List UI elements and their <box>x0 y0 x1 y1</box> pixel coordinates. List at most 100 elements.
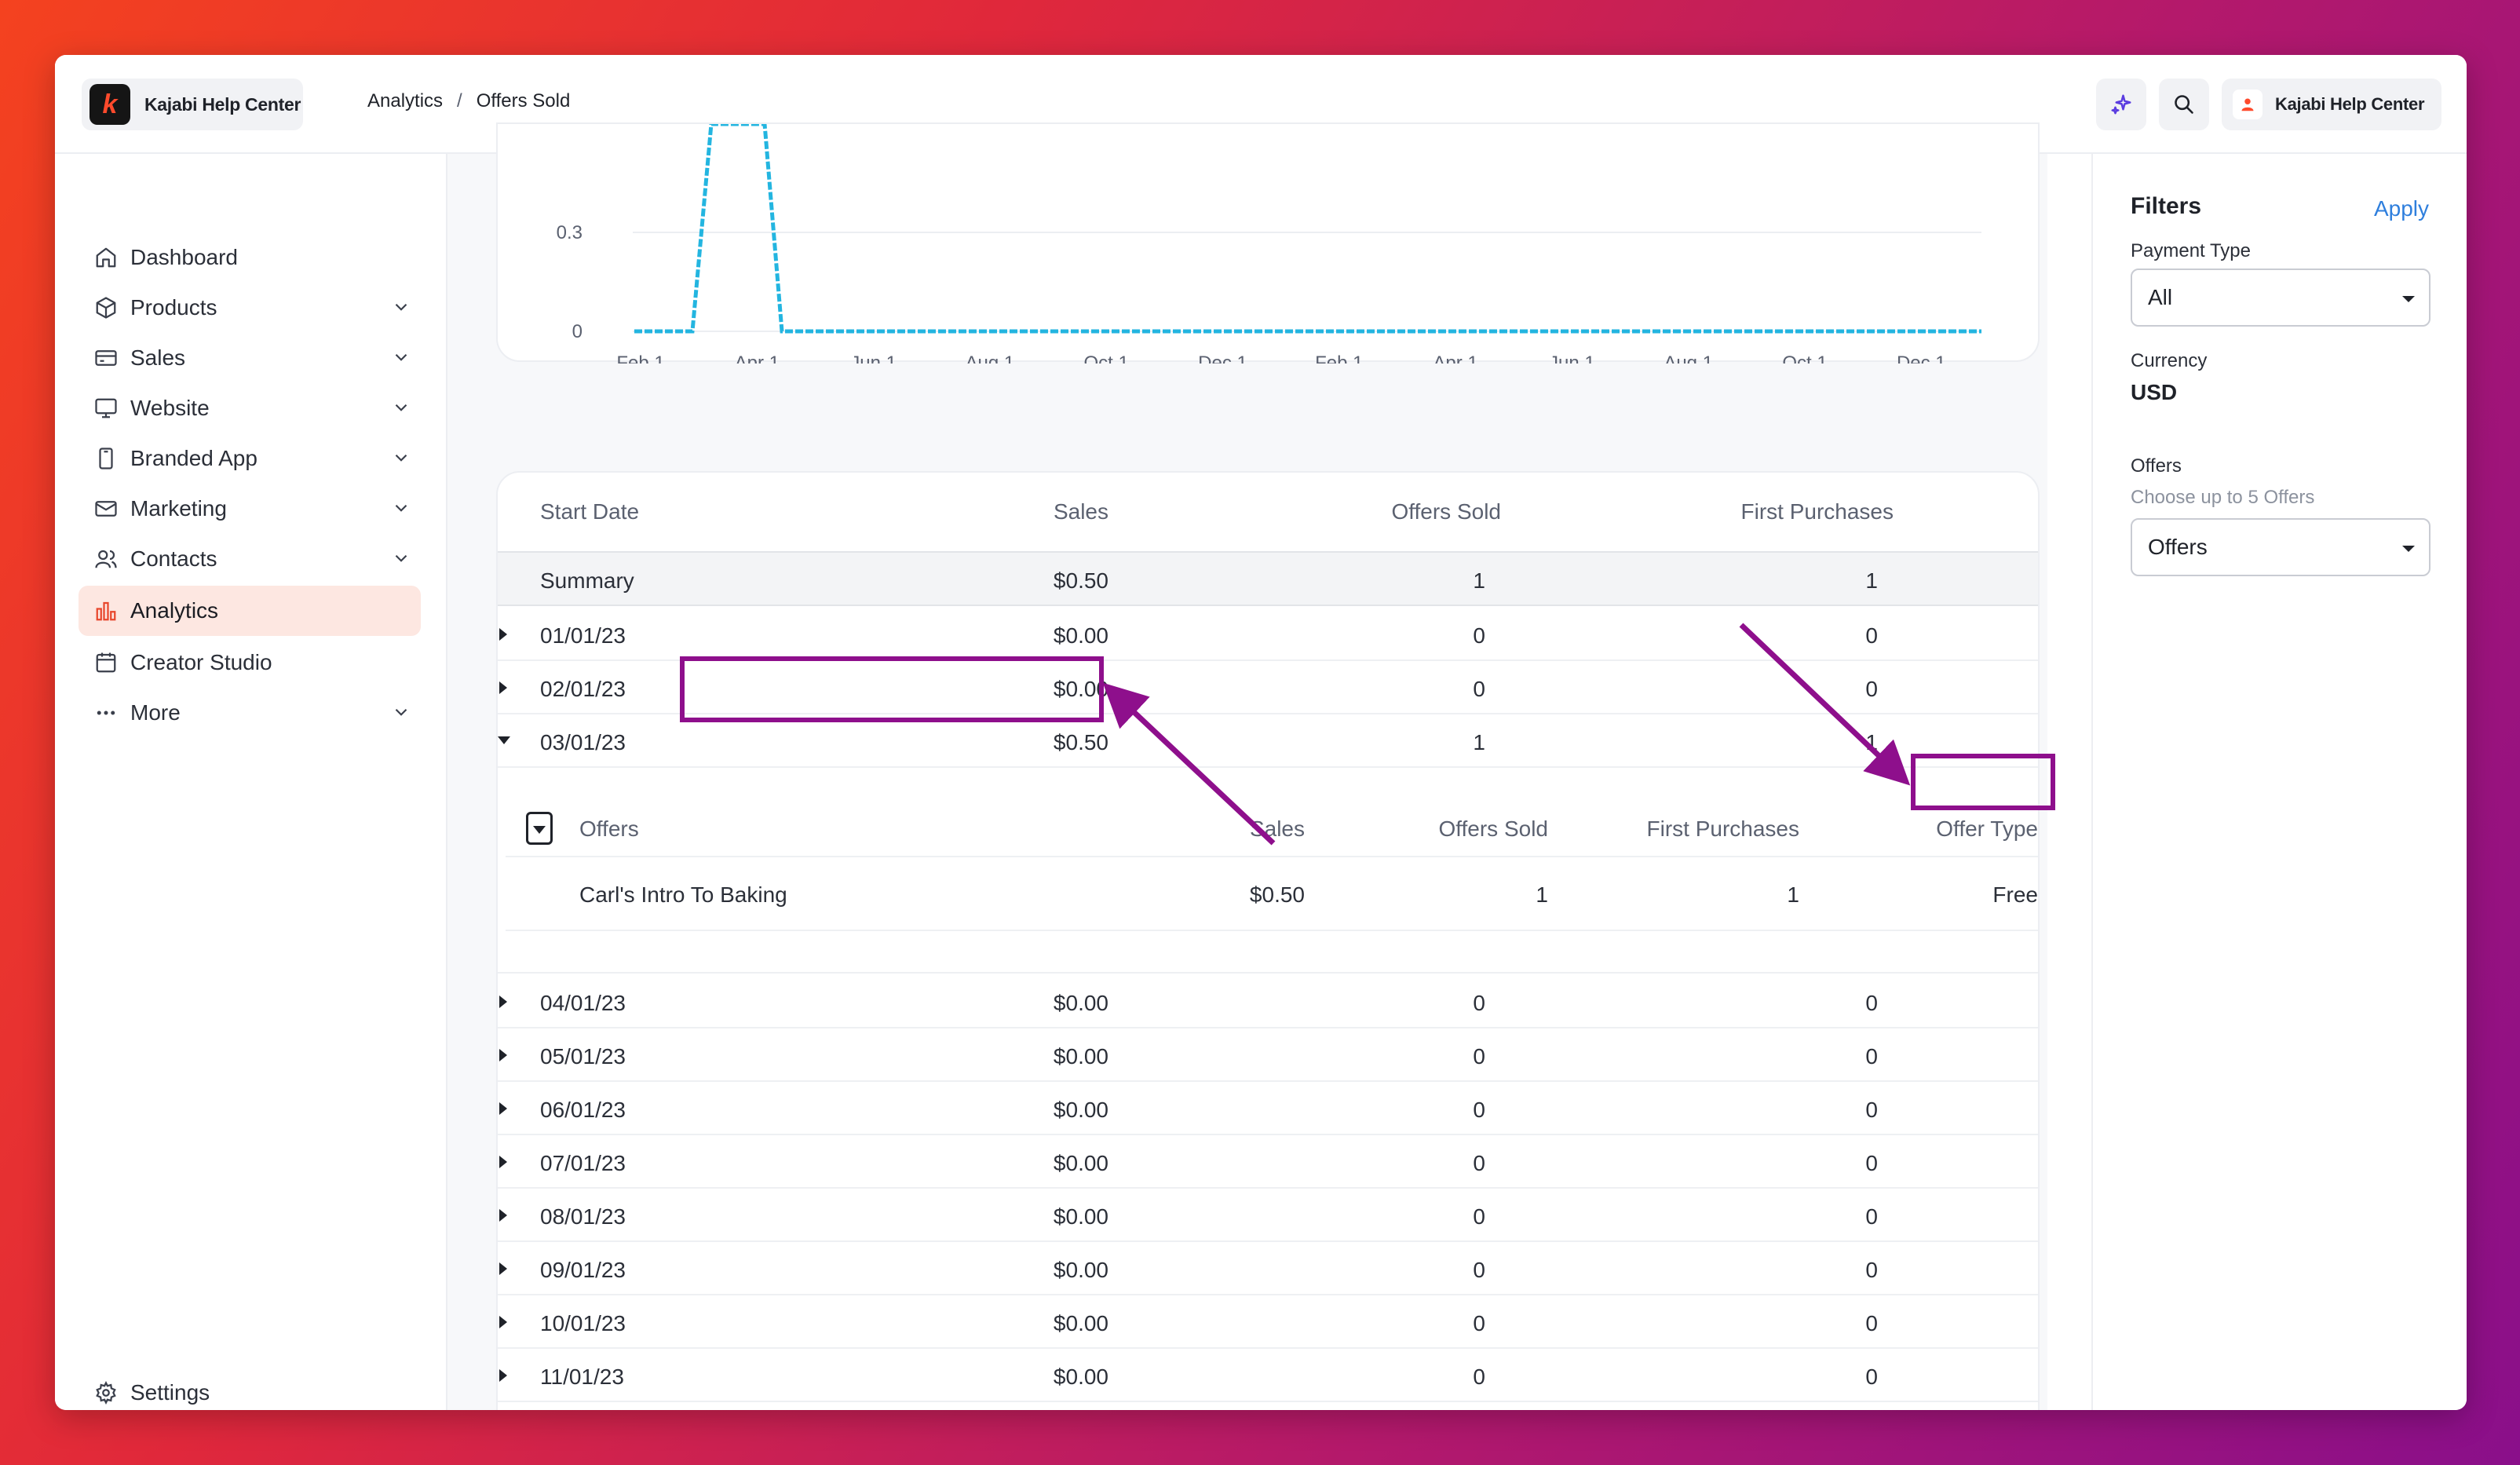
row-first-purchases: 0 <box>1865 1258 1878 1282</box>
row-first-purchases: 1 <box>1865 730 1878 754</box>
sidebar-item-label: Dashboard <box>130 245 238 269</box>
chart-card: 0.3 0 Feb 1 Apr 1 Jun 1 Aug 1 Oct 1 Dec 1 Feb 1 A… <box>496 122 2040 364</box>
caret-down-icon[interactable] <box>498 736 510 744</box>
sidebar-item-sales[interactable]: Sales <box>79 333 421 383</box>
credit-card-icon <box>93 345 119 371</box>
account-menu-button[interactable]: Kajabi Help Center <box>2222 79 2441 130</box>
sidebar-item-creator-studio[interactable]: Creator Studio <box>79 638 421 688</box>
sidebar: Dashboard Products Sales Website <box>55 154 447 1410</box>
brand-switcher[interactable]: k Kajabi Help Center <box>82 79 303 130</box>
subtable-header-offer-type[interactable]: Offer Type <box>1936 817 2038 841</box>
row-offers-sold: 0 <box>1473 1365 1485 1389</box>
subtable-sales: $0.50 <box>1249 882 1305 907</box>
row-first-purchases: 0 <box>1865 1365 1878 1389</box>
offers-select[interactable]: Offers <box>2131 518 2431 576</box>
sidebar-item-analytics[interactable]: Analytics <box>79 586 421 636</box>
chevron-down-icon <box>395 404 407 411</box>
row-start-date: 07/01/23 <box>540 1151 626 1175</box>
sidebar-item-dashboard[interactable]: Dashboard <box>79 232 421 283</box>
apply-filters-link[interactable]: Apply <box>2373 196 2429 221</box>
payment-type-select[interactable]: All <box>2131 269 2431 327</box>
sidebar-item-contacts[interactable]: Contacts <box>79 534 421 584</box>
breadcrumb: Analytics / Offers Sold <box>367 90 570 112</box>
column-header-offers-sold[interactable]: Offers Sold <box>1391 499 1501 524</box>
table-row[interactable]: 01/01/23 $0.00 0 0 <box>498 608 2038 661</box>
filters-title: Filters <box>2131 193 2202 219</box>
row-offers-sold: 0 <box>1473 1098 1485 1122</box>
breadcrumb-analytics[interactable]: Analytics <box>367 90 444 111</box>
table-row[interactable]: 04/01/23 $0.00 0 0 <box>498 975 2038 1028</box>
summary-sales: $0.50 <box>1053 568 1108 593</box>
offers-sold-table: Start Date Sales Offers Sold First Purch… <box>496 471 2040 1410</box>
caret-right-icon[interactable] <box>499 1156 507 1168</box>
row-start-date: 02/01/23 <box>540 677 626 701</box>
annotation-box-sales <box>680 656 1104 722</box>
chevron-down-icon <box>2402 296 2415 302</box>
column-header-sales[interactable]: Sales <box>1053 499 1108 524</box>
brand-name: Kajabi Help Center <box>144 93 301 115</box>
sidebar-item-branded-app[interactable]: Branded App <box>79 433 421 484</box>
sidebar-item-label: Products <box>130 295 217 320</box>
table-row[interactable]: 06/01/23 $0.00 0 0 <box>498 1082 2038 1135</box>
app-window: k Kajabi Help Center Analytics / Offers … <box>55 55 2467 1410</box>
sidebar-item-marketing[interactable]: Marketing <box>79 484 421 534</box>
collapse-subtable-button[interactable] <box>526 812 553 845</box>
row-first-purchases: 0 <box>1865 623 1878 648</box>
table-row[interactable]: 09/01/23 $0.00 0 0 <box>498 1242 2038 1295</box>
row-sales: $0.00 <box>1053 1044 1108 1069</box>
row-sales: $0.00 <box>1053 1258 1108 1282</box>
chevron-down-icon <box>395 303 407 311</box>
breadcrumb-separator: / <box>457 90 462 111</box>
row-sales: $0.00 <box>1053 1311 1108 1335</box>
avatar <box>2233 90 2263 119</box>
x-tick-label: Apr 1 <box>1433 353 1477 364</box>
table-row[interactable]: 03/01/23 $0.50 1 1 <box>498 714 2038 768</box>
table-row[interactable]: 08/01/23 $0.00 0 0 <box>498 1189 2038 1242</box>
subtable-offers-sold: 1 <box>1536 882 1548 907</box>
row-start-date: 01/01/23 <box>540 623 626 648</box>
x-tick-label: Feb 1 <box>1315 353 1363 364</box>
subtable-header-offers[interactable]: Offers <box>579 817 639 841</box>
subtable-header-sales[interactable]: Sales <box>1249 817 1305 841</box>
caret-right-icon[interactable] <box>499 1102 507 1115</box>
caret-right-icon[interactable] <box>499 1049 507 1061</box>
sidebar-item-products[interactable]: Products <box>79 283 421 333</box>
ai-assistant-button[interactable] <box>2096 79 2146 130</box>
sidebar-item-settings[interactable]: Settings <box>79 1368 421 1410</box>
summary-label: Summary <box>540 568 634 593</box>
sidebar-item-more[interactable]: More <box>79 688 421 738</box>
row-sales: $0.00 <box>1053 1365 1108 1389</box>
subtable-header-first-purchases[interactable]: First Purchases <box>1646 817 1800 841</box>
cube-icon <box>93 294 119 321</box>
table-row[interactable]: 05/01/23 $0.00 0 0 <box>498 1028 2038 1082</box>
x-tick-label: Jun 1 <box>1549 353 1595 364</box>
row-sales: $0.00 <box>1053 1151 1108 1175</box>
sidebar-item-website[interactable]: Website <box>79 383 421 433</box>
caret-right-icon[interactable] <box>499 1262 507 1275</box>
caret-right-icon[interactable] <box>499 681 507 694</box>
column-header-start-date[interactable]: Start Date <box>540 499 640 524</box>
caret-right-icon[interactable] <box>499 1316 507 1328</box>
chevron-down-icon <box>395 708 407 716</box>
table-row[interactable]: 11/01/23 $0.00 0 0 <box>498 1349 2038 1402</box>
search-button[interactable] <box>2159 79 2209 130</box>
sidebar-item-label: Marketing <box>130 496 227 521</box>
row-first-purchases: 0 <box>1865 991 1878 1015</box>
caret-right-icon[interactable] <box>499 996 507 1008</box>
table-row[interactable]: 10/01/23 $0.00 0 0 <box>498 1295 2038 1349</box>
caret-right-icon[interactable] <box>499 1369 507 1382</box>
subtable-header-offers-sold[interactable]: Offers Sold <box>1438 817 1548 841</box>
caret-right-icon[interactable] <box>499 628 507 641</box>
summary-first-purchases: 1 <box>1865 568 1878 593</box>
mail-icon <box>93 495 119 522</box>
subtable-offer-name[interactable]: Carl's Intro To Baking <box>579 882 787 907</box>
table-row[interactable]: 07/01/23 $0.00 0 0 <box>498 1135 2038 1189</box>
x-tick-label: Oct 1 <box>1084 353 1129 364</box>
caret-right-icon[interactable] <box>499 1209 507 1222</box>
row-offers-sold: 0 <box>1473 1151 1485 1175</box>
offers-sold-chart: 0.3 0 Feb 1 Apr 1 Jun 1 Aug 1 Oct 1 Dec 1 Feb 1 A… <box>557 124 1981 364</box>
column-header-first-purchases[interactable]: First Purchases <box>1740 499 1894 524</box>
row-sales: $0.00 <box>1053 991 1108 1015</box>
account-name: Kajabi Help Center <box>2275 94 2425 114</box>
